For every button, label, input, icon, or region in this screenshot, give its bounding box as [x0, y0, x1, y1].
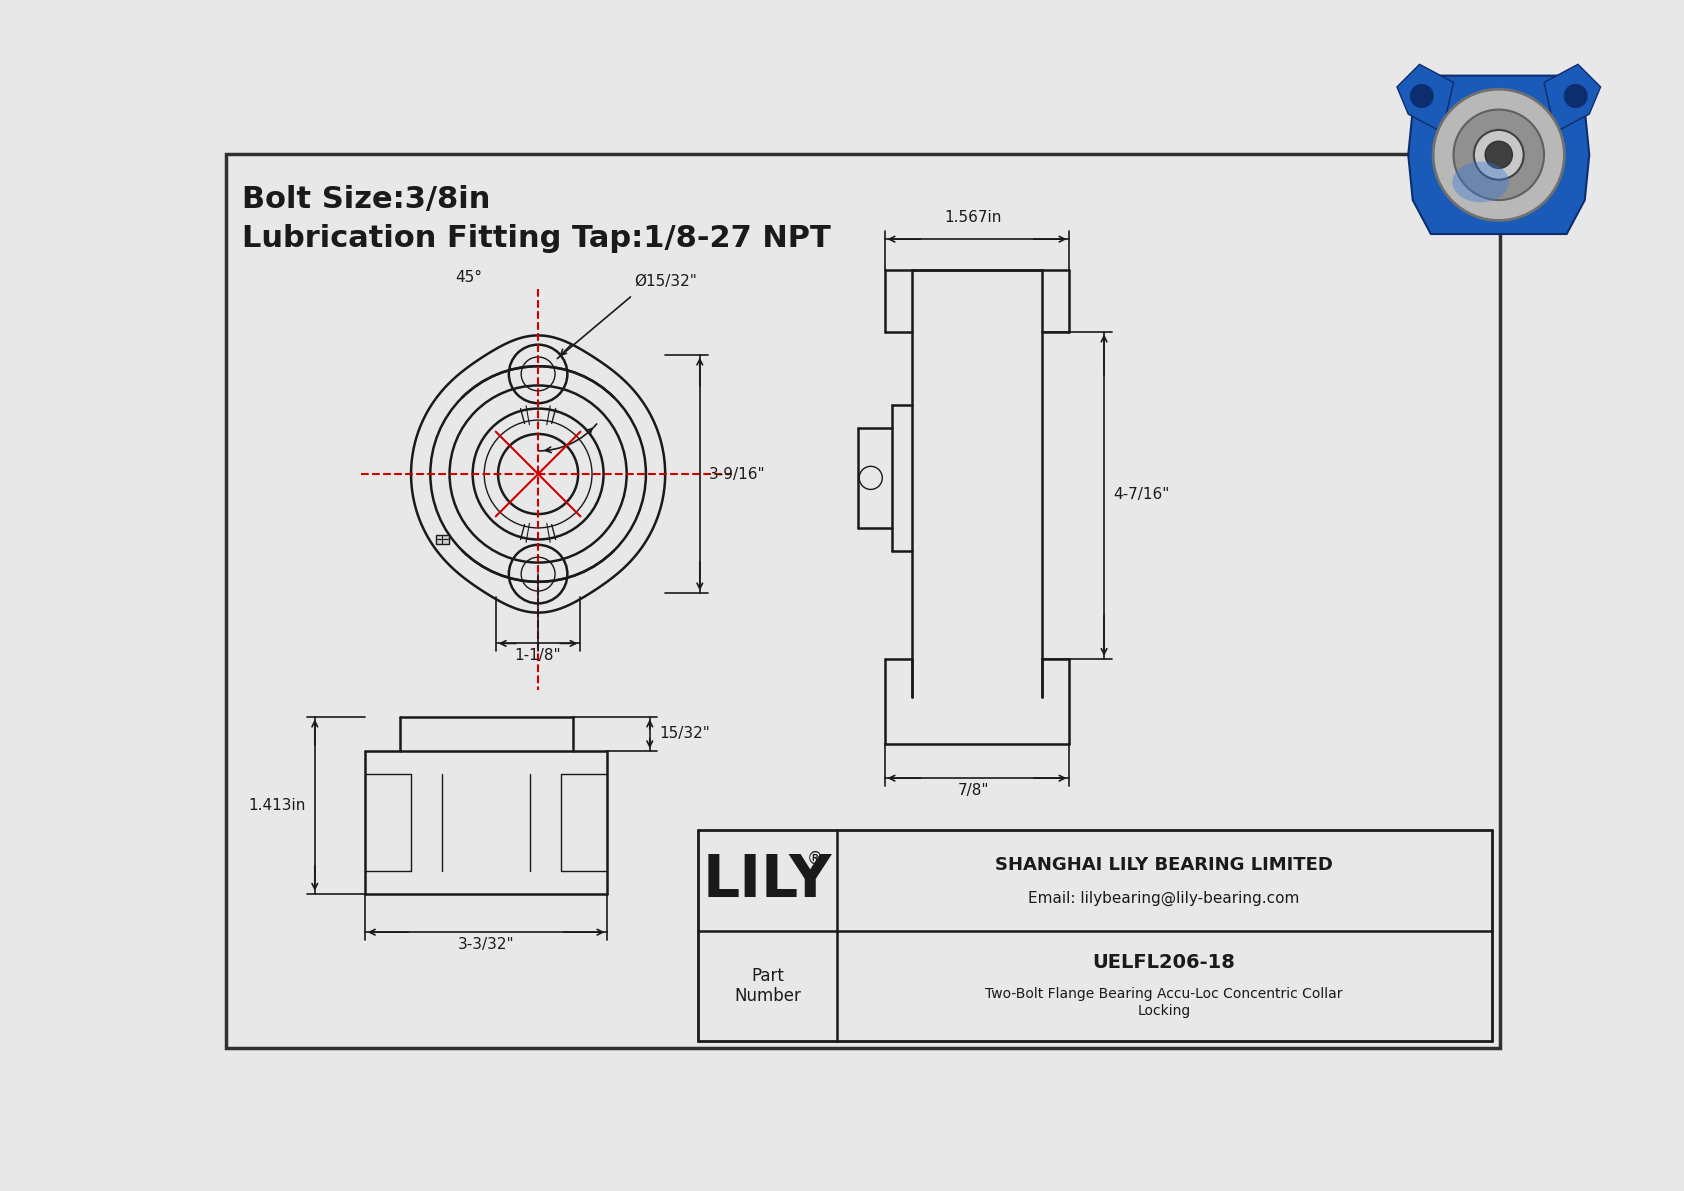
Text: Email: lilybearing@lily-bearing.com: Email: lilybearing@lily-bearing.com	[1029, 891, 1300, 906]
Text: Lubrication Fitting Tap:1/8-27 NPT: Lubrication Fitting Tap:1/8-27 NPT	[242, 224, 830, 252]
Polygon shape	[1544, 64, 1600, 132]
Ellipse shape	[1474, 130, 1524, 180]
Text: Part
Number: Part Number	[734, 967, 802, 1005]
Text: 1.567in: 1.567in	[945, 211, 1002, 225]
Circle shape	[1564, 85, 1586, 107]
Circle shape	[1411, 85, 1433, 107]
Ellipse shape	[1452, 162, 1509, 202]
Text: Two-Bolt Flange Bearing Accu-Loc Concentric Collar
Locking: Two-Bolt Flange Bearing Accu-Loc Concent…	[985, 987, 1342, 1017]
Text: 1-1/8": 1-1/8"	[515, 648, 561, 663]
Text: 7/8": 7/8"	[958, 784, 989, 798]
Polygon shape	[436, 535, 450, 544]
Ellipse shape	[1485, 142, 1512, 168]
Text: UELFL206-18: UELFL206-18	[1093, 953, 1236, 972]
Text: Ø15/32": Ø15/32"	[635, 274, 697, 289]
Text: 3-9/16": 3-9/16"	[709, 467, 766, 481]
Polygon shape	[1398, 64, 1453, 132]
Ellipse shape	[1433, 89, 1564, 220]
Text: 45°: 45°	[455, 269, 482, 285]
Text: 4-7/16": 4-7/16"	[1113, 487, 1170, 503]
Text: 3-3/32": 3-3/32"	[458, 937, 514, 952]
Text: 1.413in: 1.413in	[248, 798, 305, 812]
Text: Bolt Size:3/8in: Bolt Size:3/8in	[242, 186, 490, 214]
Ellipse shape	[1453, 110, 1544, 200]
Polygon shape	[1408, 76, 1590, 235]
Text: ®: ®	[807, 850, 823, 868]
Text: 15/32": 15/32"	[658, 727, 711, 741]
Text: LILY: LILY	[702, 852, 832, 909]
Text: SHANGHAI LILY BEARING LIMITED: SHANGHAI LILY BEARING LIMITED	[995, 856, 1334, 874]
